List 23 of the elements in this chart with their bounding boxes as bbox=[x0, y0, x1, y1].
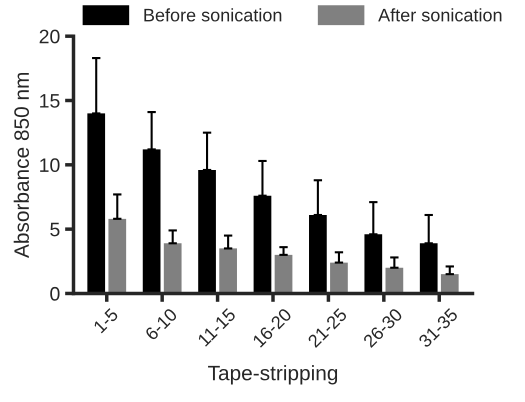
legend-label: After sonication bbox=[378, 8, 502, 22]
bar bbox=[87, 113, 106, 294]
bar bbox=[142, 149, 161, 294]
bar bbox=[219, 248, 237, 294]
x-axis-title: Tape-stripping bbox=[208, 365, 338, 385]
y-tick-label: 20 bbox=[40, 30, 60, 44]
bar bbox=[274, 254, 292, 294]
bar bbox=[364, 234, 382, 294]
x-tick-label: 6-10 bbox=[144, 307, 178, 341]
bar bbox=[164, 243, 182, 294]
bar bbox=[330, 262, 348, 294]
y-axis-title: Absorbance 850 nm bbox=[14, 72, 30, 258]
x-tick-label: 1-5 bbox=[93, 308, 119, 334]
y-tick-label: 15 bbox=[40, 94, 60, 108]
bar bbox=[198, 170, 216, 294]
bar bbox=[420, 243, 438, 294]
bar bbox=[309, 214, 327, 294]
y-tick-label: 0 bbox=[50, 286, 60, 301]
bar bbox=[254, 196, 272, 294]
legend-label: Before sonication bbox=[144, 8, 282, 22]
y-tick-label: 10 bbox=[40, 158, 60, 172]
y-tick-label: 5 bbox=[50, 222, 60, 236]
bar bbox=[108, 218, 126, 294]
